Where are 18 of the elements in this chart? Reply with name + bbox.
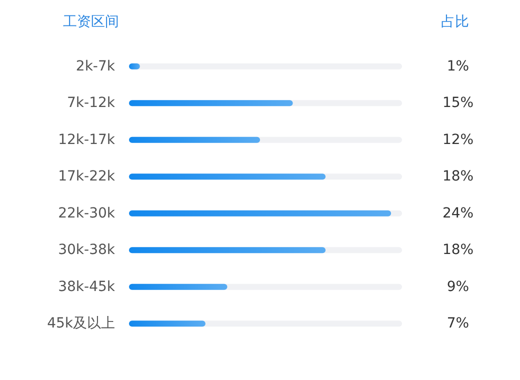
- y-axis-title: 工资区间: [63, 14, 119, 30]
- y-tick-label: 30k-38k: [58, 242, 116, 258]
- data-label: 7%: [446, 316, 470, 332]
- data-label: 1%: [446, 58, 470, 74]
- data-label: 18%: [442, 242, 474, 258]
- data-label: 12%: [442, 132, 474, 148]
- y-tick-label: 7k-12k: [67, 95, 116, 112]
- y-tick-label: 45k及以上: [47, 316, 115, 332]
- x-axis-title: 占比: [441, 14, 469, 30]
- y-tick-label: 17k-22k: [58, 168, 116, 185]
- y-tick-label: 38k-45k: [58, 278, 116, 295]
- y-tick-label: 2k-7k: [76, 58, 116, 74]
- y-tick-label: 22k-30k: [58, 205, 116, 222]
- y-tick-label: 12k-17k: [58, 132, 116, 148]
- data-label: 9%: [446, 278, 470, 295]
- data-label: 18%: [442, 168, 474, 185]
- data-label: 24%: [442, 205, 474, 222]
- data-label: 15%: [442, 95, 474, 112]
